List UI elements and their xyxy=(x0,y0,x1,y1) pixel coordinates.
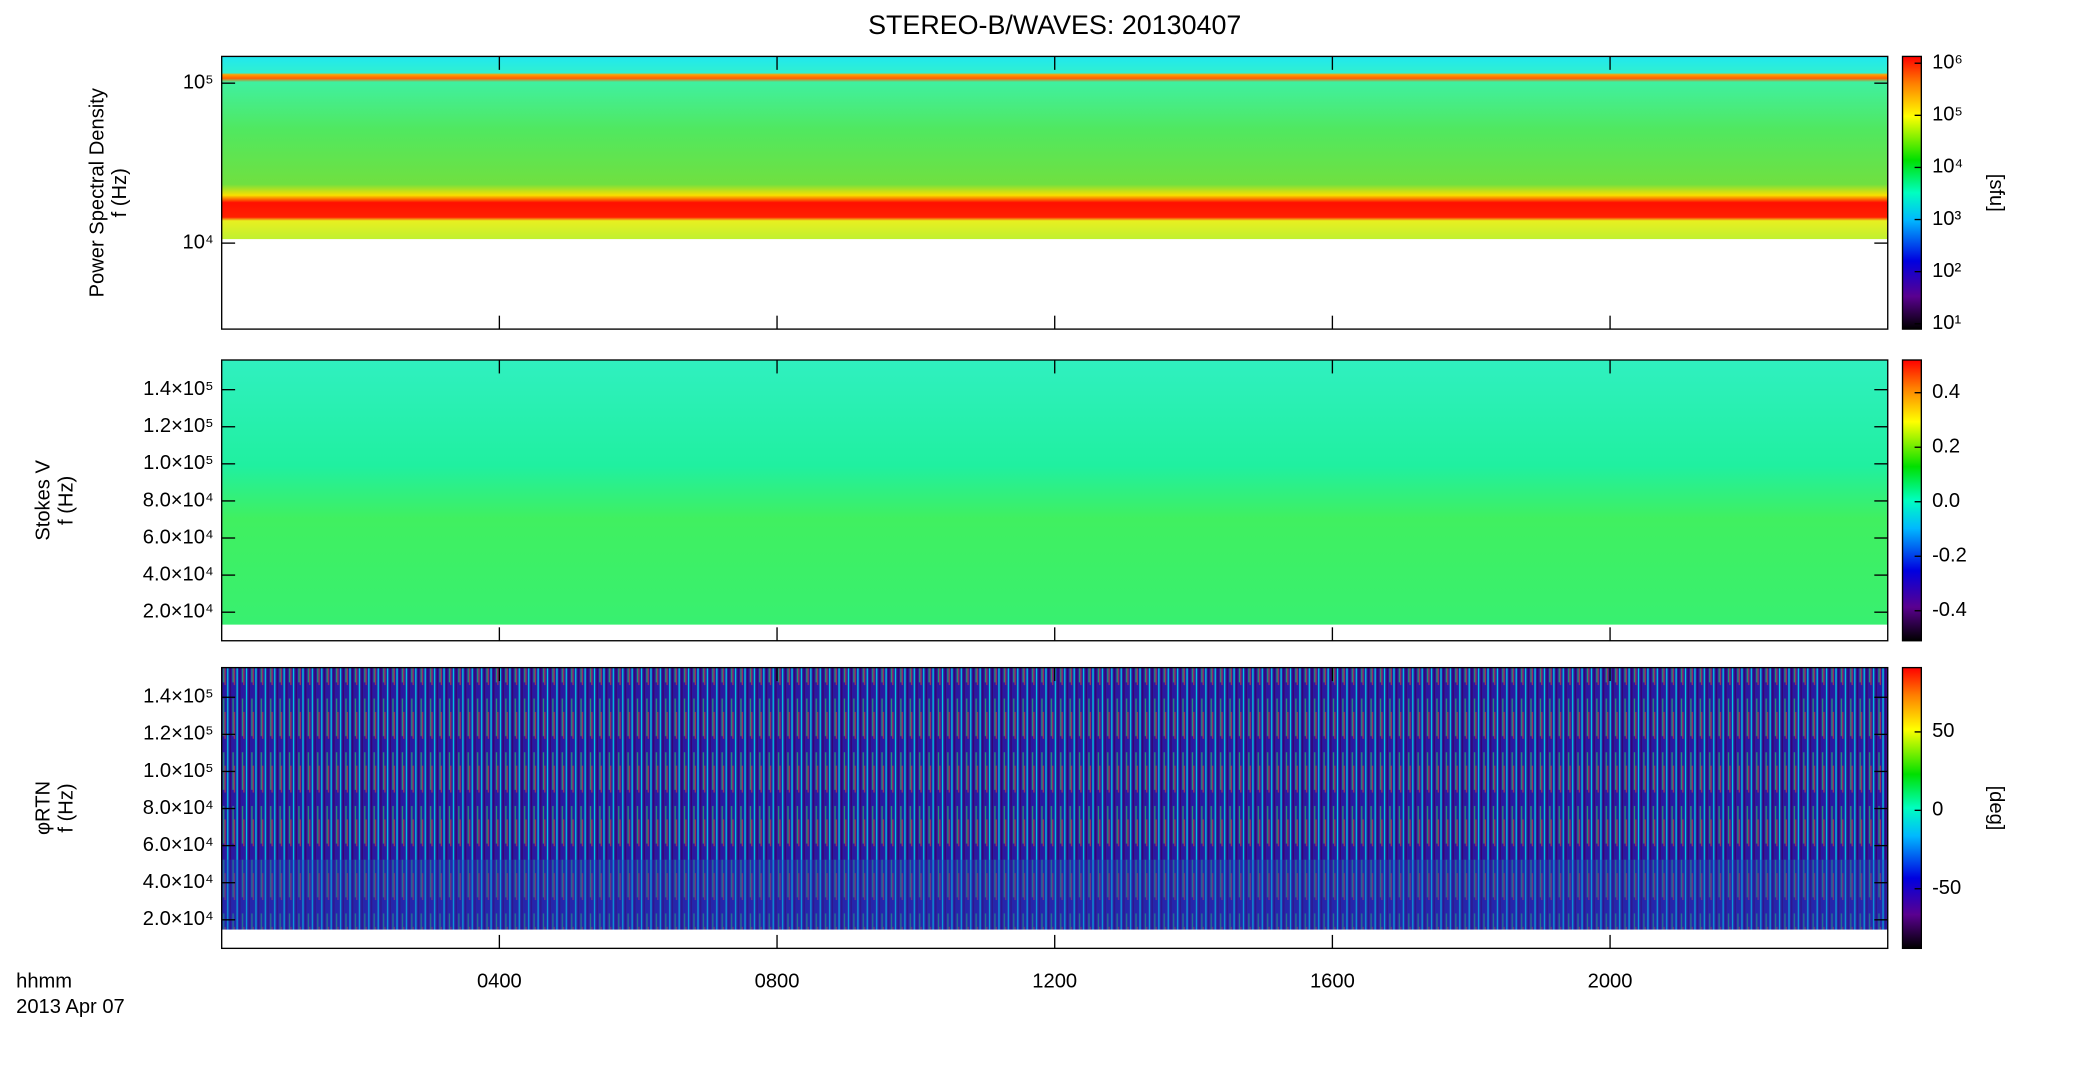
spectrogram xyxy=(221,667,1888,930)
y-axis-label: f (Hz) xyxy=(56,783,78,832)
date-label: 2013 Apr 07 xyxy=(16,996,125,1018)
y-tick-label: 2.0×10⁴ xyxy=(143,601,214,623)
y-tick-label: 8.0×10⁴ xyxy=(143,797,214,819)
colorbar-frame xyxy=(1901,55,1923,330)
y-tick-label: 1.0×10⁵ xyxy=(143,452,214,474)
colorbar-label: [sfu] xyxy=(1985,174,2007,212)
y-axis-label: φRTN xyxy=(33,781,55,835)
y-tick-label: 1.4×10⁵ xyxy=(143,686,214,708)
colorbar-tick-label: 0.4 xyxy=(1932,381,1960,403)
colorbar-label: [deg] xyxy=(1985,786,2007,831)
y-tick-label: 1.0×10⁵ xyxy=(143,760,214,782)
x-axis-label: hhmm xyxy=(16,970,72,992)
y-tick-label: 1.4×10⁵ xyxy=(143,378,214,400)
y-tick-label: 1.2×10⁵ xyxy=(143,415,214,437)
colorbar-tick-label: -50 xyxy=(1932,877,1961,899)
colorbar-tick-label: 0.2 xyxy=(1932,436,1960,458)
y-axis-label: Power Spectral Density xyxy=(86,87,108,297)
y-tick-label: 1.2×10⁵ xyxy=(143,723,214,745)
spectrogram-images xyxy=(221,56,1922,949)
colorbar-tick-label: 0.0 xyxy=(1932,490,1960,512)
x-tick-label: 0400 xyxy=(477,970,522,992)
colorbar-tick-label: 10⁵ xyxy=(1932,104,1963,126)
colorbar-frame xyxy=(1901,359,1923,642)
colorbar-tick-label: 10¹ xyxy=(1932,312,1961,334)
x-tick-label: 1600 xyxy=(1310,970,1355,992)
x-tick-label: 0800 xyxy=(755,970,800,992)
colorbar xyxy=(1902,360,1922,641)
chart-title: STEREO-B/WAVES: 20130407 xyxy=(868,10,1241,40)
colorbar-frame xyxy=(1901,666,1923,950)
colorbar-tick-label: 10² xyxy=(1932,260,1961,282)
spectrogram xyxy=(221,859,1888,930)
colorbar-tick-label: 10⁶ xyxy=(1932,52,1963,74)
y-axis-label: f (Hz) xyxy=(56,476,78,525)
colorbar xyxy=(1902,667,1922,949)
x-tick-label: 2000 xyxy=(1588,970,1633,992)
y-tick-label: 4.0×10⁴ xyxy=(143,563,214,585)
y-tick-label: 2.0×10⁴ xyxy=(143,908,214,930)
colorbar-tick-label: 10³ xyxy=(1932,208,1961,230)
y-tick-label: 10⁵ xyxy=(183,72,214,94)
colorbar xyxy=(1902,56,1922,330)
x-tick-label: 1200 xyxy=(1032,970,1077,992)
spectrogram xyxy=(221,360,1888,625)
colorbar-tick-label: 10⁴ xyxy=(1932,156,1963,178)
y-axis-label: f (Hz) xyxy=(109,168,131,217)
spectrogram xyxy=(221,56,1888,240)
colorbar-tick-label: -0.2 xyxy=(1932,545,1967,567)
y-tick-label: 4.0×10⁴ xyxy=(143,871,214,893)
y-tick-label: 6.0×10⁴ xyxy=(143,526,214,548)
y-tick-label: 8.0×10⁴ xyxy=(143,489,214,511)
y-tick-label: 10⁴ xyxy=(183,231,214,253)
colorbar-tick-label: 0 xyxy=(1932,799,1943,821)
colorbar-tick-label: 50 xyxy=(1932,720,1954,742)
y-axis-label: Stokes V xyxy=(33,460,55,541)
y-tick-label: 6.0×10⁴ xyxy=(143,834,214,856)
colorbar-tick-label: -0.4 xyxy=(1932,599,1967,621)
